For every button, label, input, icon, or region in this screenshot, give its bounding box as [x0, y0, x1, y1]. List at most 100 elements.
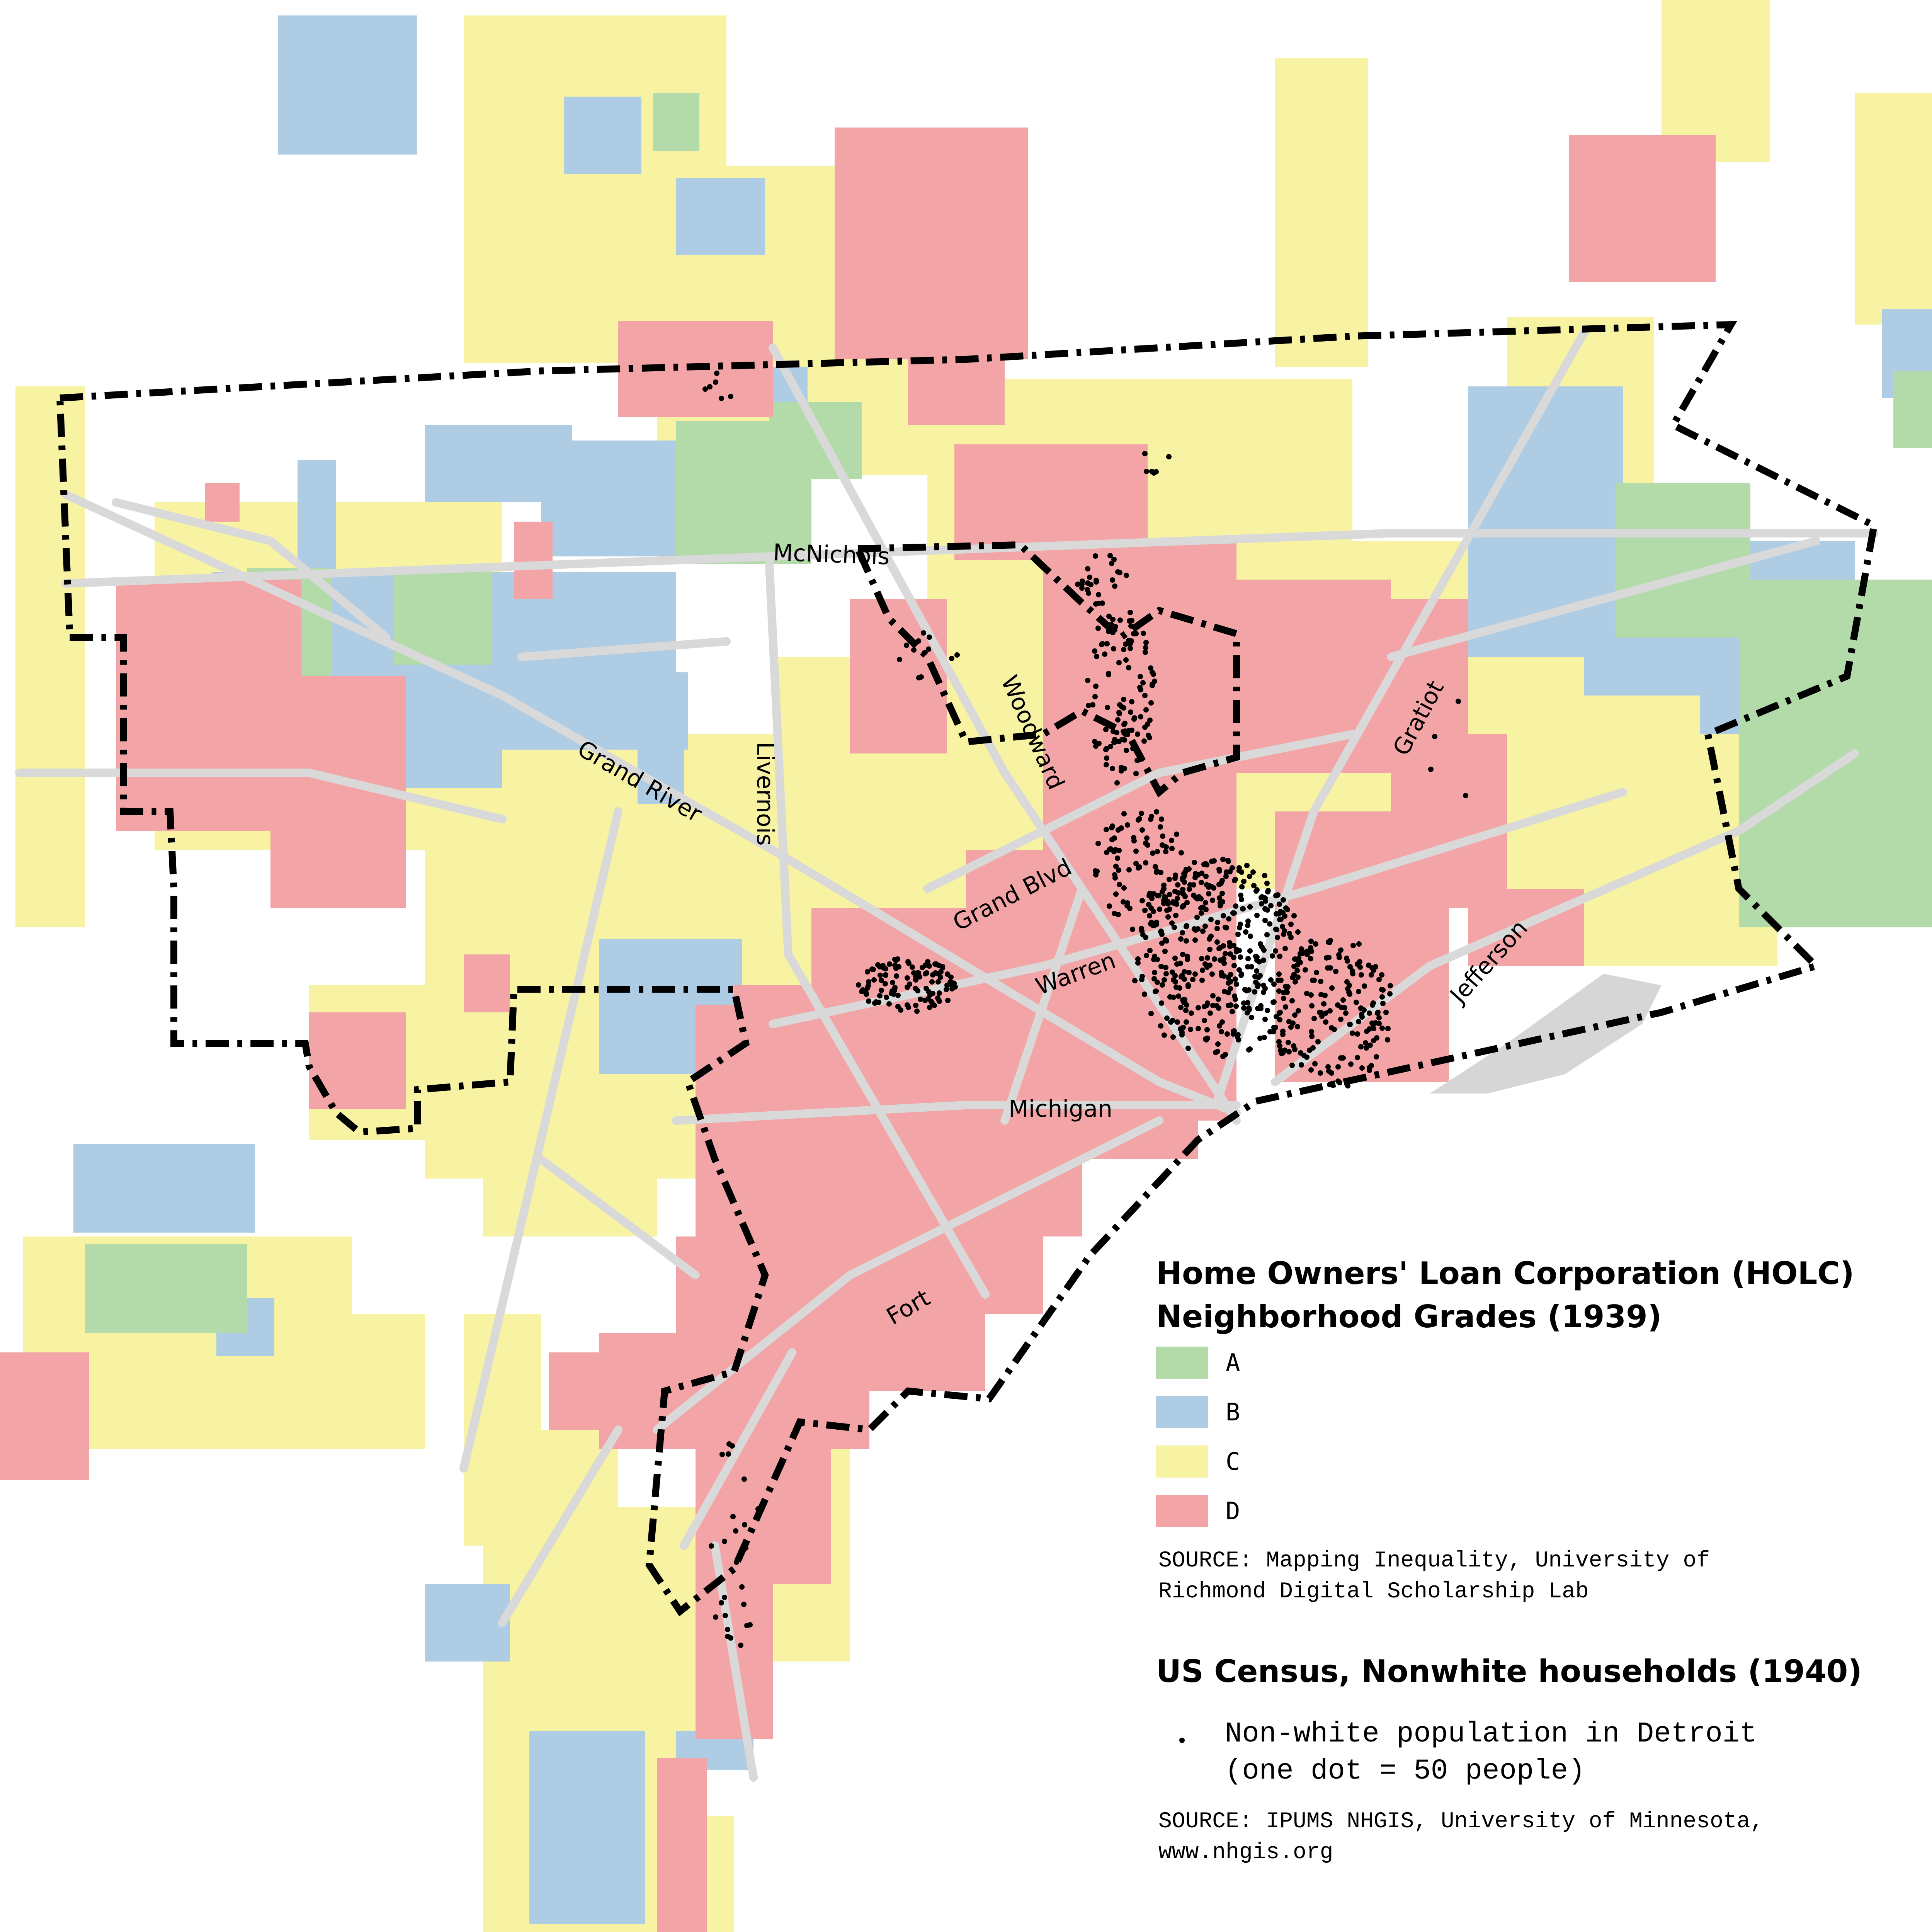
- population-dot: [1299, 1062, 1304, 1068]
- population-dot: [930, 972, 935, 978]
- population-dot: [1363, 1040, 1368, 1046]
- population-dot: [1292, 956, 1298, 962]
- population-dot: [1345, 986, 1350, 992]
- population-dot: [1172, 889, 1178, 894]
- population-dot: [1362, 983, 1367, 989]
- population-dot: [1310, 978, 1315, 983]
- population-dot: [1276, 1039, 1282, 1044]
- population-dot: [1304, 991, 1310, 996]
- population-dot: [1126, 867, 1132, 872]
- population-dot: [921, 630, 926, 636]
- population-dot: [1249, 964, 1254, 969]
- population-dot: [1295, 975, 1301, 980]
- population-dot: [1110, 617, 1116, 622]
- grade-b-label: B: [1226, 1398, 1240, 1426]
- population-dot: [1374, 1054, 1379, 1060]
- population-dot: [1150, 670, 1155, 675]
- population-dot: [1288, 922, 1294, 927]
- population-dot: [1092, 648, 1097, 654]
- population-dot: [1102, 651, 1107, 657]
- population-dot: [1109, 825, 1114, 830]
- population-dot: [1184, 867, 1189, 872]
- population-dot: [1104, 762, 1109, 767]
- population-dot: [738, 1643, 743, 1648]
- population-dot: [1249, 1015, 1254, 1020]
- population-dot: [713, 379, 718, 385]
- population-dot: [1355, 1055, 1360, 1060]
- population-dot: [1202, 961, 1208, 967]
- population-dot: [1239, 897, 1244, 902]
- population-dot: [1106, 671, 1111, 676]
- population-dot: [1163, 965, 1168, 970]
- population-dot: [1254, 957, 1260, 963]
- population-dot: [880, 963, 886, 968]
- population-dot: [1277, 1043, 1282, 1049]
- population-dot: [914, 1009, 920, 1014]
- population-dot: [1129, 699, 1134, 704]
- population-dot: [1085, 587, 1090, 592]
- population-dot: [1268, 977, 1274, 983]
- population-dot: [1254, 913, 1260, 918]
- population-dot: [1092, 739, 1097, 744]
- population-dot: [1292, 1012, 1298, 1018]
- population-dot: [1374, 1035, 1379, 1041]
- population-dot: [1223, 874, 1229, 879]
- population-dot: [954, 652, 960, 658]
- population-dot: [1127, 906, 1133, 911]
- population-dot: [1230, 910, 1236, 916]
- population-dot: [1165, 899, 1170, 904]
- population-dot: [1232, 993, 1237, 999]
- population-dot: [1153, 988, 1159, 994]
- population-dot: [1231, 963, 1237, 968]
- population-dot: [1366, 963, 1371, 968]
- population-dot: [1186, 970, 1192, 975]
- population-dot: [1267, 921, 1272, 927]
- population-dot: [1139, 928, 1145, 934]
- population-dot: [1338, 1055, 1344, 1061]
- population-dot: [1311, 1016, 1317, 1021]
- population-dot: [1219, 973, 1225, 978]
- population-dot: [1087, 575, 1092, 580]
- population-dot: [1142, 992, 1147, 997]
- population-dot: [1359, 972, 1364, 978]
- population-dot: [1235, 932, 1241, 937]
- population-dot: [1130, 927, 1135, 932]
- population-dot: [1317, 1010, 1322, 1015]
- population-dot: [1315, 1039, 1321, 1044]
- population-dot: [1275, 935, 1280, 940]
- population-dot: [709, 1543, 714, 1549]
- population-dot: [1143, 860, 1148, 866]
- dot-label-line-1: Non-white population in Detroit: [1225, 1718, 1757, 1750]
- population-dot: [1326, 955, 1332, 960]
- population-dot: [1183, 1008, 1189, 1013]
- population-dot: [1199, 871, 1204, 876]
- population-dot: [1356, 941, 1362, 947]
- population-dot: [1107, 553, 1113, 558]
- population-dot: [1340, 997, 1346, 1003]
- population-dot: [743, 1545, 748, 1551]
- population-dot: [1206, 891, 1211, 896]
- dot-legend: Non-white population in Detroit (one dot…: [1225, 1716, 1757, 1790]
- population-dot: [884, 995, 889, 1000]
- population-dot: [913, 986, 918, 991]
- population-dot: [1281, 897, 1286, 903]
- population-dot: [1217, 1023, 1222, 1029]
- population-dot: [1159, 932, 1165, 937]
- population-dot: [1207, 936, 1212, 942]
- population-dot: [1309, 1034, 1315, 1039]
- population-dot: [713, 1614, 718, 1620]
- population-dot: [734, 1560, 739, 1565]
- population-dot: [1247, 1007, 1252, 1012]
- population-dot: [1432, 734, 1437, 739]
- dot-label-line-2: (one dot = 50 people): [1225, 1755, 1585, 1787]
- population-dot: [927, 963, 932, 969]
- nonwhite-population-dots: [702, 371, 1468, 1648]
- population-dot: [1261, 990, 1266, 995]
- population-dot: [1234, 981, 1239, 987]
- population-dot: [1147, 913, 1152, 918]
- belle-isle: [1430, 974, 1662, 1094]
- population-dot: [1379, 1026, 1385, 1031]
- population-dot: [1286, 1049, 1292, 1054]
- population-dot: [932, 961, 938, 967]
- population-dot: [1199, 956, 1204, 961]
